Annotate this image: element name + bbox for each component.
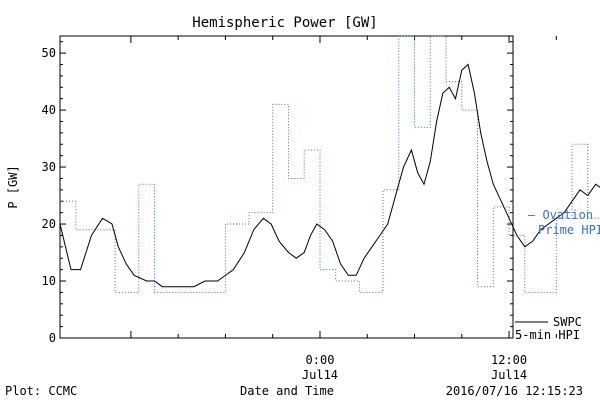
- y-tick-label: 20: [42, 217, 56, 231]
- legend-swpc-line2: 5-min HPI: [515, 328, 580, 342]
- series-line: [60, 35, 600, 293]
- series-line: [59, 63, 600, 288]
- plot-credit: Plot: CCMC: [5, 384, 77, 398]
- y-axis-label: P [GW]: [6, 165, 20, 208]
- y-axis: 0 10 20 30 40 50: [42, 41, 513, 345]
- x-tick-label-date: Jul14: [491, 368, 527, 382]
- plot-frame: [59, 35, 514, 339]
- x-tick-label-date: Jul14: [302, 368, 338, 382]
- y-tick-label: 40: [42, 103, 56, 117]
- legend-swpc-line1: SWPC: [553, 315, 582, 329]
- x-axis: 0:00Jul1412:00Jul140:00Jul1512:00Jul150:…: [130, 36, 557, 382]
- ovation-prime-series: [60, 35, 600, 293]
- legend-ovation-line2: Prime HPI: [538, 223, 600, 237]
- y-tick-label: 10: [42, 274, 56, 288]
- chart-title: Hemispheric Power [GW]: [192, 15, 377, 31]
- x-tick-label-time: 12:00: [491, 353, 527, 367]
- x-axis-label: Date and Time: [240, 384, 334, 398]
- plot-timestamp: 2016/07/16 12:15:23: [446, 384, 583, 398]
- y-tick-label: 0: [49, 331, 56, 345]
- x-tick-label-time: 0:00: [306, 353, 335, 367]
- swpc-series: [59, 63, 600, 288]
- legend-ovation-line1: – Ovation: [528, 208, 593, 222]
- y-tick-label: 50: [42, 46, 56, 60]
- y-tick-label: 30: [42, 160, 56, 174]
